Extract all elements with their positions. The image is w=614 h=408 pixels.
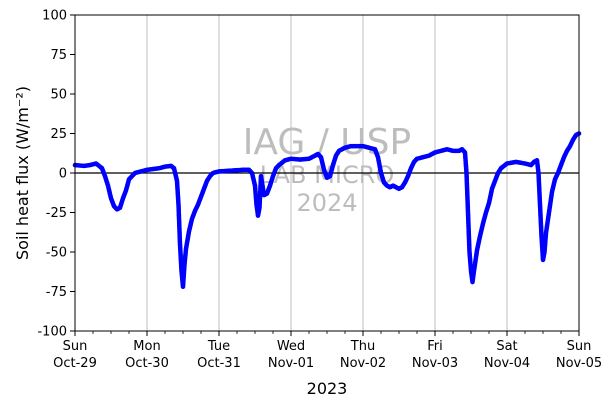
y-tick-label: -50 — [46, 246, 67, 261]
x-axis-title: 2023 — [307, 379, 348, 398]
y-tick-label: -75 — [46, 285, 67, 300]
y-tick-label: 100 — [42, 9, 67, 24]
x-tick-label-date: Nov-05 — [556, 356, 602, 371]
x-axis: Sun Oct-29 Mon Oct-30 Tue Oct-31 Wed Nov-01 Thu N… — [53, 331, 602, 371]
x-tick-label-date: Nov-04 — [484, 356, 530, 371]
y-tick-label: 25 — [50, 127, 67, 142]
y-tick-label: 75 — [50, 48, 67, 63]
x-tick-label-day: Sun — [63, 339, 88, 354]
y-tick-label: -100 — [37, 325, 67, 340]
x-tick-label-date: Oct-29 — [53, 356, 97, 371]
watermark: IAG / USP LAB MICRO 2024 — [243, 122, 411, 217]
x-tick-label-day: Fri — [427, 339, 443, 354]
x-tick-label-date: Nov-03 — [412, 356, 458, 371]
y-axis: -100 -75 -50 -25 0 25 50 75 100 — [37, 9, 75, 340]
watermark-line-1: IAG / USP — [243, 122, 411, 163]
x-tick-label-day: Thu — [350, 339, 375, 354]
y-axis-title: Soil heat flux (W/m⁻²) — [13, 86, 32, 260]
x-tick-label-date: Oct-31 — [197, 356, 241, 371]
y-tick-label: -25 — [46, 206, 67, 221]
x-tick-label-day: Wed — [277, 339, 305, 354]
y-tick-label: 50 — [50, 88, 67, 103]
x-tick-label-date: Nov-01 — [268, 356, 314, 371]
data-points — [72, 131, 582, 290]
x-tick-label-day: Sun — [567, 339, 592, 354]
x-tick-label-day: Sat — [496, 339, 517, 354]
x-tick-label-date: Nov-02 — [340, 356, 386, 371]
y-tick-label: 0 — [59, 167, 67, 182]
watermark-line-3: 2024 — [296, 189, 357, 217]
x-tick-label-day: Tue — [207, 339, 230, 354]
x-tick-label-day: Mon — [133, 339, 160, 354]
x-tick-label-date: Oct-30 — [125, 356, 169, 371]
